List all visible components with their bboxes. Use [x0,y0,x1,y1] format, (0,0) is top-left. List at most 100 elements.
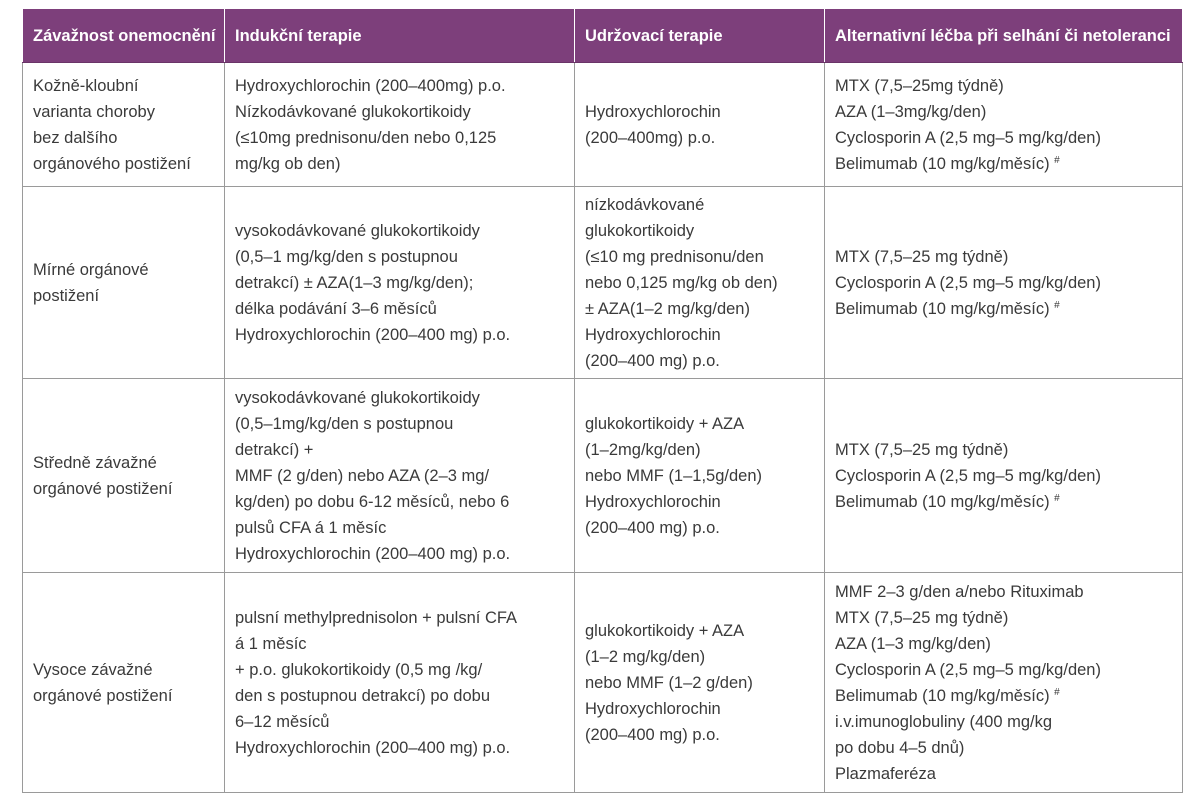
cell-text: Belimumab (10 mg/kg/měsíc) [835,299,1050,318]
cell-line: orgánové postižení [33,686,173,705]
header-severity: Závažnost onemocnění [22,8,225,63]
footnote-mark: # [1054,686,1060,698]
induction-cell: Hydroxychlorochin (200–400mg) p.o. Nízko… [224,62,575,187]
cell-line: pulsů CFA á 1 měsíc [235,518,387,537]
cell-line: vysokodávkované glukokortikoidy [235,221,480,240]
cell-line: (0,5–1mg/kg/den s postupnou [235,414,454,433]
cell-line: (200–400 mg) p.o. [585,518,720,537]
cell-line: pulsní methylprednisolon + pulsní CFA [235,608,518,627]
cell-line: (200–400 mg) p.o. [585,725,720,744]
maintenance-cell: glukokortikoidy + AZA (1–2 mg/kg/den) ne… [574,572,825,793]
cell-line: po dobu 4–5 dnů) [835,738,965,757]
cell-line: MTX (7,5–25 mg týdně) [835,247,1009,266]
induction-cell: vysokodávkované glukokortikoidy (0,5–1 m… [224,186,575,379]
cell-line: Hydroxychlorochin (200–400mg) p.o. [235,76,506,95]
cell-line: Kožně-kloubní [33,76,139,95]
cell-line: (1–2 mg/kg/den) [585,647,706,666]
cell-line: Hydroxychlorochin [585,325,721,344]
cell-line: vysokodávkované glukokortikoidy [235,388,480,407]
cell-line: Středně závažné [33,453,157,472]
cell-line: glukokortikoidy [585,221,695,240]
cell-line: MMF (2 g/den) nebo AZA (2–3 mg/ [235,466,490,485]
cell-line-with-footnote: Belimumab (10 mg/kg/měsíc) # [835,683,1176,709]
header-induction: Indukční terapie [224,8,575,63]
cell-text: Belimumab (10 mg/kg/měsíc) [835,154,1050,173]
severity-cell: Kožně-kloubní varianta choroby bez další… [22,62,225,187]
cell-line: + p.o. glukokortikoidy (0,5 mg /kg/ [235,660,483,679]
treatment-table: Závažnost onemocnění Indukční terapie Ud… [22,8,1183,793]
cell-line: AZA (1–3mg/kg/den) [835,102,987,121]
cell-line: MTX (7,5–25 mg týdně) [835,608,1009,627]
cell-line: (1–2mg/kg/den) [585,440,701,459]
maintenance-cell: nízkodávkované glukokortikoidy (≤10 mg p… [574,186,825,379]
footnote-mark: # [1054,299,1060,311]
cell-line: Cyclosporin A (2,5 mg–5 mg/kg/den) [835,466,1101,485]
cell-line: mg/kg ob den) [235,154,341,173]
cell-line: postižení [33,286,100,305]
cell-line: AZA (1–3 mg/kg/den) [835,634,991,653]
cell-line: orgánové postižení [33,479,173,498]
cell-text: Belimumab (10 mg/kg/měsíc) [835,492,1050,511]
severity-cell: Středně závažné orgánové postižení [22,378,225,573]
alternative-cell: MTX (7,5–25 mg týdně) Cyclosporin A (2,5… [824,186,1183,379]
cell-text: Belimumab (10 mg/kg/měsíc) [835,686,1050,705]
footnote-mark: # [1054,492,1060,504]
cell-line: Hydroxychlorochin (200–400 mg) p.o. [235,325,511,344]
cell-line: Hydroxychlorochin (200–400 mg) p.o. [235,544,511,563]
alternative-cell: MMF 2–3 g/den a/nebo Rituximab MTX (7,5–… [824,572,1183,793]
table-header-row: Závažnost onemocnění Indukční terapie Ud… [22,8,1183,63]
cell-line: detrakcí) + [235,440,314,459]
cell-line: (≤10 mg prednisonu/den [585,247,764,266]
cell-line: (0,5–1 mg/kg/den s postupnou [235,247,458,266]
cell-line: nebo MMF (1–1,5g/den) [585,466,763,485]
induction-cell: pulsní methylprednisolon + pulsní CFA á … [224,572,575,793]
cell-line: i.v.imunoglobuliny (400 mg/kg [835,712,1053,731]
cell-line: varianta choroby [33,102,155,121]
cell-line: Cyclosporin A (2,5 mg–5 mg/kg/den) [835,128,1101,147]
cell-line: (200–400 mg) p.o. [585,351,720,370]
cell-line: nebo 0,125 mg/kg ob den) [585,273,778,292]
alternative-cell: MTX (7,5–25mg týdně) AZA (1–3mg/kg/den) … [824,62,1183,187]
cell-line: Hydroxychlorochin [585,699,721,718]
header-maintenance: Udržovací terapie [574,8,825,63]
cell-line: ± AZA(1–2 mg/kg/den) [585,299,750,318]
severity-cell: Vysoce závažné orgánové postižení [22,572,225,793]
severity-cell: Mírné orgánové postižení [22,186,225,379]
cell-line: Cyclosporin A (2,5 mg–5 mg/kg/den) [835,660,1101,679]
table-row: Mírné orgánové postižení vysokodávkované… [22,186,1183,379]
cell-line: MTX (7,5–25 mg týdně) [835,440,1009,459]
cell-line: bez dalšího [33,128,118,147]
cell-line: Plazmaferéza [835,764,936,783]
induction-cell: vysokodávkované glukokortikoidy (0,5–1mg… [224,378,575,573]
table-row: Středně závažné orgánové postižení vysok… [22,378,1183,573]
table-row: Kožně-kloubní varianta choroby bez další… [22,62,1183,187]
cell-line: Vysoce závažné [33,660,153,679]
cell-line: (≤10mg prednisonu/den nebo 0,125 [235,128,497,147]
cell-line: á 1 měsíc [235,634,307,653]
cell-line: Hydroxychlorochin [585,102,721,121]
cell-line-with-footnote: Belimumab (10 mg/kg/měsíc) # [835,151,1176,177]
table-row: Vysoce závažné orgánové postižení pulsní… [22,572,1183,793]
cell-line: MTX (7,5–25mg týdně) [835,76,1004,95]
maintenance-cell: glukokortikoidy + AZA (1–2mg/kg/den) neb… [574,378,825,573]
header-alternative: Alternativní léčba při selhání či netole… [824,8,1183,63]
cell-line: detrakcí) ± AZA(1–3 mg/kg/den); [235,273,474,292]
cell-line: nízkodávkované [585,195,705,214]
cell-line: den s postupnou detrakcí) po dobu [235,686,491,705]
cell-line-with-footnote: Belimumab (10 mg/kg/měsíc) # [835,489,1176,515]
cell-line: délka podávání 3–6 měsíců [235,299,437,318]
footnote-mark: # [1054,154,1060,166]
cell-line: MMF 2–3 g/den a/nebo Rituximab [835,582,1084,601]
cell-line: (200–400mg) p.o. [585,128,716,147]
cell-line: nebo MMF (1–2 g/den) [585,673,753,692]
cell-line: Cyclosporin A (2,5 mg–5 mg/kg/den) [835,273,1101,292]
cell-line: 6–12 měsíců [235,712,330,731]
cell-line: orgánového postižení [33,154,191,173]
maintenance-cell: Hydroxychlorochin (200–400mg) p.o. [574,62,825,187]
cell-line: Mírné orgánové [33,260,149,279]
cell-line-with-footnote: Belimumab (10 mg/kg/měsíc) # [835,296,1176,322]
cell-line: kg/den) po dobu 6-12 měsíců, nebo 6 [235,492,510,511]
cell-line: Nízkodávkované glukokortikoidy [235,102,471,121]
cell-line: glukokortikoidy + AZA [585,621,745,640]
cell-line: glukokortikoidy + AZA [585,414,745,433]
